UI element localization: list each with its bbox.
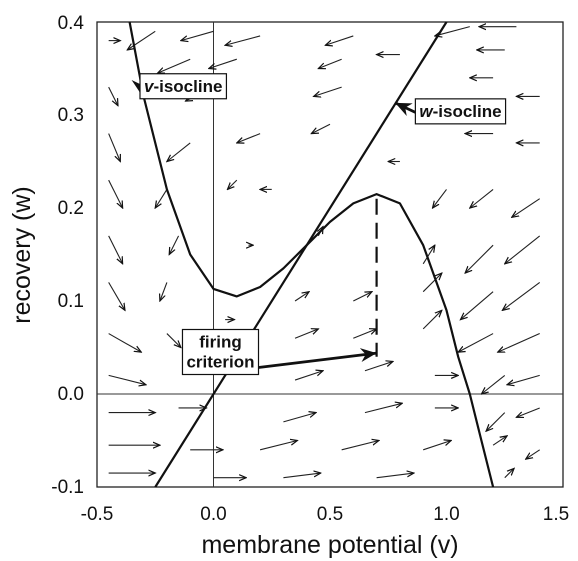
vector-arrow <box>108 133 121 162</box>
vector-arrow <box>353 292 372 302</box>
vector-arrow <box>465 244 494 273</box>
annotation-label: v-isocline <box>144 77 222 96</box>
vector-arrow <box>108 333 142 353</box>
vector-arrow <box>353 329 376 339</box>
y-tick-label: 0.0 <box>58 384 84 405</box>
y-tick-label: -0.1 <box>51 477 84 498</box>
vector-arrow <box>364 361 393 372</box>
vector-arrow <box>294 371 323 381</box>
vector-arrow <box>470 188 494 208</box>
annotation-text: -isocline <box>153 77 222 96</box>
vector-arrow <box>108 235 123 264</box>
vector-arrow <box>512 198 541 218</box>
y-axis-ticks: -0.1 0.0 0.1 0.2 0.3 0.4 <box>51 13 84 498</box>
annotation-label: firing criterion <box>186 333 254 372</box>
vector-arrow <box>283 473 320 479</box>
vector-arrow <box>155 189 168 208</box>
annotation-line: criterion <box>186 353 254 372</box>
annotation-box <box>414 98 507 125</box>
y-tick-label: 0.1 <box>58 291 84 312</box>
vector-arrow <box>341 441 379 451</box>
x-axis-ticks: -0.5 0.0 0.5 1.0 1.5 <box>81 504 570 525</box>
vector-arrow <box>504 468 514 479</box>
annotation-arrow <box>258 348 377 369</box>
vector-arrow <box>435 26 470 36</box>
vector-arrow <box>423 441 451 451</box>
annotation-box <box>181 328 260 376</box>
vector-arrow <box>108 86 118 106</box>
vector-arrow <box>160 282 168 301</box>
annotation-line: firing <box>199 333 242 352</box>
vector-arrow <box>492 436 507 446</box>
vector-arrow <box>486 412 506 432</box>
vector-arrow <box>209 58 237 68</box>
annotation-italic: v <box>144 77 155 96</box>
vector-arrow <box>227 179 238 189</box>
y-axis-label: recovery (w) <box>8 186 36 324</box>
vector-arrow <box>237 133 261 143</box>
isocline-curves <box>128 21 495 488</box>
x-tick-label: 0.5 <box>317 504 343 525</box>
vector-arrow <box>283 413 316 423</box>
vector-arrow <box>481 374 506 394</box>
vector-arrow <box>526 449 541 459</box>
x-tick-label: 0.0 <box>200 504 226 525</box>
vector-arrow <box>166 333 181 348</box>
vector-arrow <box>169 235 180 255</box>
vector-arrow <box>318 58 342 68</box>
annotation-2: firing criterion <box>181 328 377 376</box>
vector-arrow <box>127 30 156 50</box>
vector-arrow <box>433 189 447 208</box>
annotation-1: w-isocline <box>394 98 507 125</box>
vector-arrow <box>460 291 494 320</box>
vector-arrow <box>314 86 342 96</box>
annotation-label: w-isocline <box>419 102 501 121</box>
annotation-box <box>139 73 228 100</box>
vector-arrow <box>108 179 123 208</box>
vector-arrow <box>498 333 540 353</box>
vector-arrow <box>376 473 414 479</box>
vector-arrow <box>181 30 214 40</box>
vector-arrow <box>505 235 541 264</box>
vector-arrow <box>311 123 331 133</box>
y-tick-label: 0.3 <box>58 105 84 126</box>
vector-arrow <box>516 407 540 417</box>
annotation-italic: w <box>419 102 434 121</box>
vector-arrow <box>458 333 494 353</box>
vector-arrow <box>225 35 261 45</box>
x-tick-label: 1.5 <box>543 504 569 525</box>
vector-arrow <box>422 245 435 265</box>
v-isocline-curve <box>128 21 495 488</box>
y-tick-label: 0.4 <box>58 13 85 34</box>
vector-arrow <box>259 441 297 451</box>
w-isocline-curve <box>154 21 448 488</box>
annotation-0: v-isocline <box>131 73 228 100</box>
vector-arrow <box>422 310 442 330</box>
annotation-arrow <box>394 101 416 117</box>
vector-arrow <box>325 35 354 45</box>
x-tick-label: -0.5 <box>81 504 114 525</box>
vector-arrow <box>108 374 146 384</box>
vector-arrow <box>108 282 125 310</box>
vector-arrow <box>502 281 541 310</box>
annotation-text: -isocline <box>433 102 502 121</box>
y-tick-label: 0.2 <box>58 198 84 219</box>
vector-arrow <box>507 374 540 384</box>
vector-arrow <box>422 273 442 293</box>
x-tick-label: 1.0 <box>433 504 459 525</box>
x-axis-label: membrane potential (v) <box>201 531 458 559</box>
vector-arrow <box>294 329 318 339</box>
vector-arrow <box>294 292 309 302</box>
vector-arrow <box>364 403 402 414</box>
plot-frame <box>96 21 564 488</box>
vector-arrow <box>158 58 191 73</box>
vector-field <box>108 26 541 479</box>
vector-arrow <box>167 142 191 162</box>
